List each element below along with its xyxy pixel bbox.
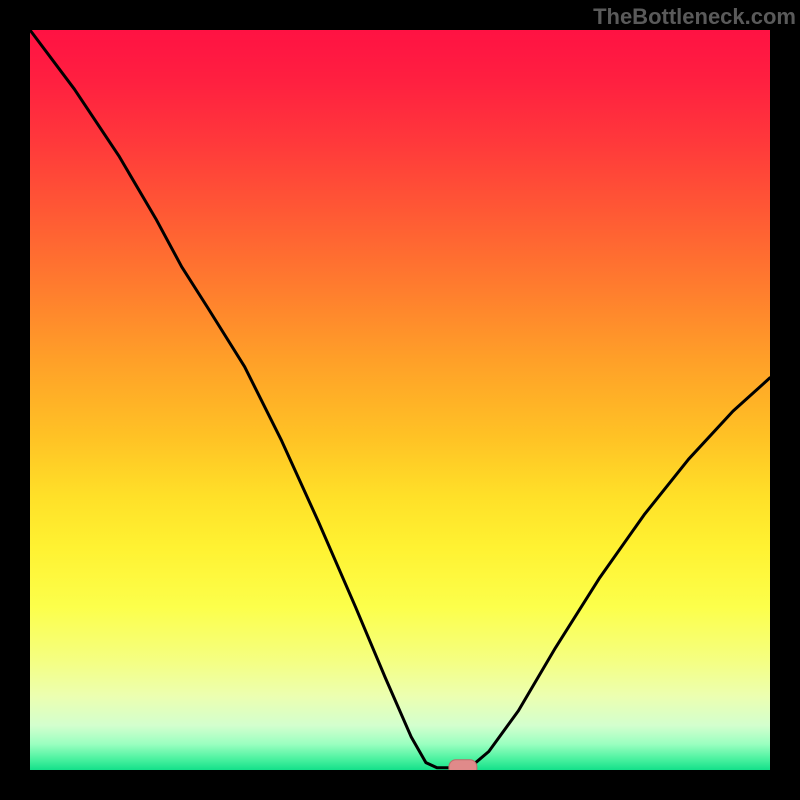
- chart-svg: TheBottleneck.com: [0, 0, 800, 800]
- frame-border-bottom: [0, 770, 800, 800]
- frame-border-right: [770, 0, 800, 800]
- bottleneck-chart: TheBottleneck.com: [0, 0, 800, 800]
- attribution-text: TheBottleneck.com: [593, 4, 796, 29]
- frame-border-left: [0, 0, 30, 800]
- plot-gradient-background: [30, 30, 770, 770]
